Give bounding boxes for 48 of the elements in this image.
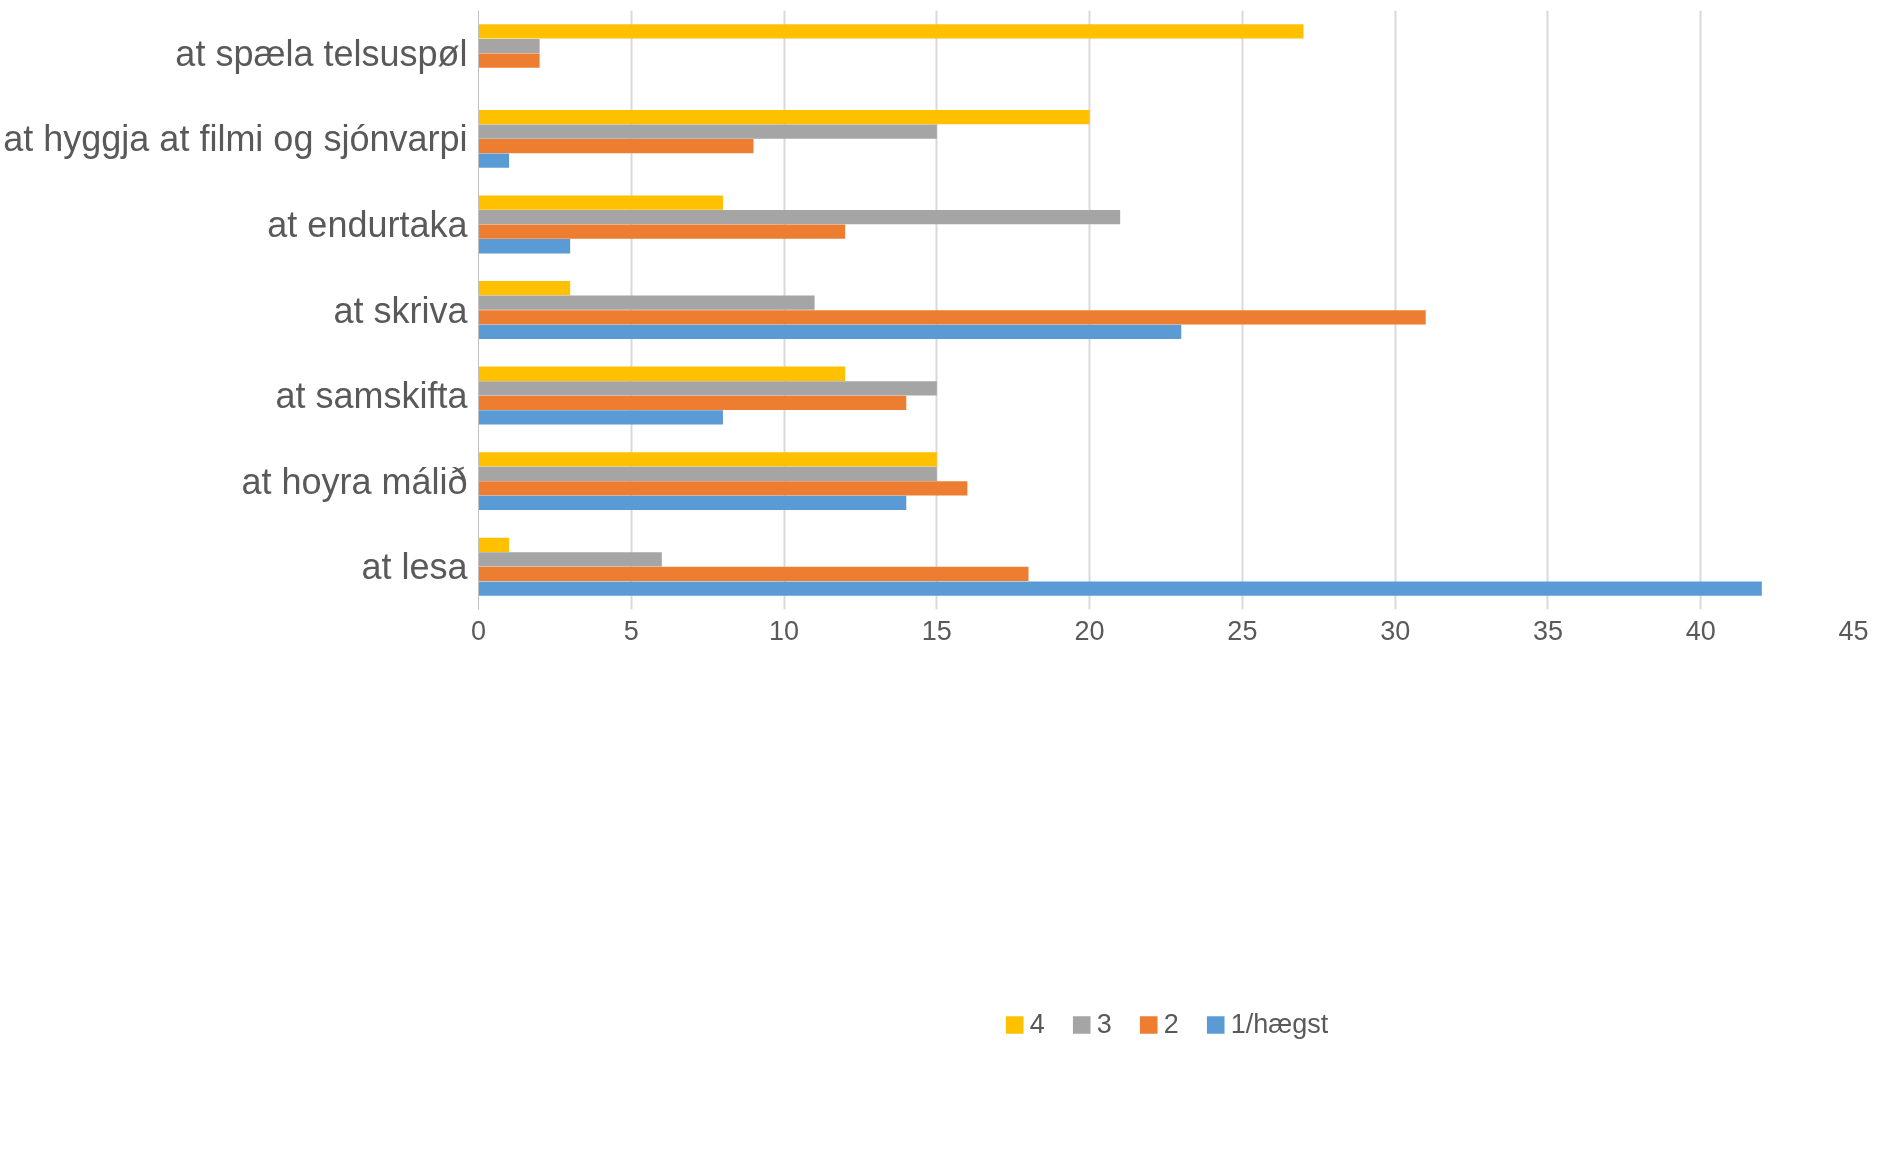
x-tick-label: 30 [1380,615,1411,646]
y-tick-label: at spæla telsuspøl [175,32,468,74]
x-tick-label: 5 [623,615,639,646]
bar [478,381,937,396]
bar [478,495,907,511]
bar [478,239,571,254]
bar [478,139,754,154]
legend-label: 2 [1163,1008,1180,1040]
bar [478,481,968,496]
bar [478,109,1090,125]
bar [478,537,510,553]
bar [478,210,1121,225]
y-tick-label: at samskifta [275,375,469,417]
bar [478,281,571,296]
x-tick-label: 35 [1532,615,1563,646]
y-tick-label: at endurtaka [267,203,469,245]
legend-label: 3 [1096,1008,1113,1040]
x-tick-label: 40 [1685,615,1716,646]
y-tick-label: at hyggja at filmi og sjónvarpi [3,118,468,160]
bar [478,566,1029,582]
bar [478,153,510,168]
bar [478,195,723,210]
bar [478,410,723,425]
y-tick-label: at hoyra málið [241,460,468,502]
bar [478,395,907,410]
x-tick-label: 15 [921,615,952,646]
bar [478,552,662,567]
bar [478,466,937,481]
x-tick-label: 0 [470,615,487,646]
bar [478,224,846,239]
bar [478,366,846,381]
bar [478,452,937,467]
x-tick-label: 45 [1838,615,1869,646]
bar [478,38,540,54]
bar [478,53,540,68]
legend-label: 1/hægst [1230,1008,1329,1040]
bar [478,295,815,310]
bar [478,24,1304,39]
x-tick-label: 20 [1074,615,1105,646]
y-tick-label: at skriva [333,289,469,331]
x-tick-label: 25 [1227,615,1258,646]
bar [478,324,1182,339]
x-tick-label: 10 [769,615,800,646]
bar [478,310,1426,325]
bar [478,581,1762,596]
legend-label: 4 [1029,1008,1046,1040]
y-tick-label: at lesa [361,546,469,588]
bar [478,124,937,139]
